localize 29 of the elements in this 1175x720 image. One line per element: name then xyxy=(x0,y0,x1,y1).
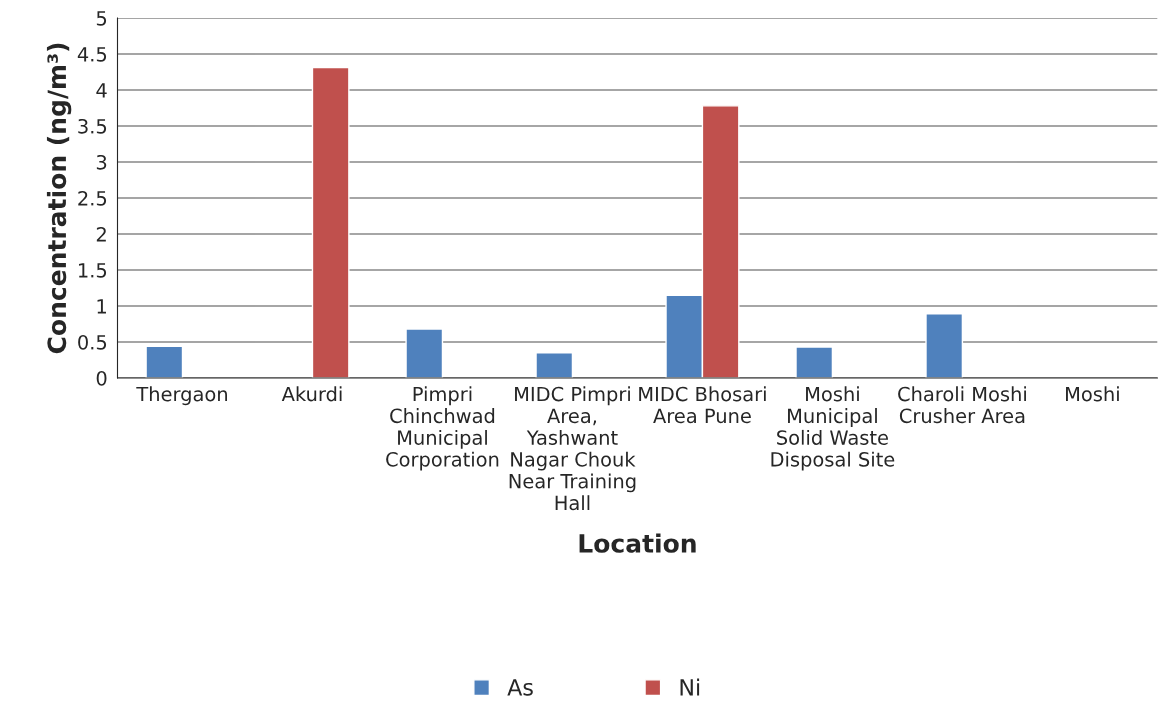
y-tick-label: 5 xyxy=(96,11,107,26)
y-tick-label: 3.5 xyxy=(78,118,107,134)
y-tick-label: 4.5 xyxy=(77,47,107,62)
x-tick-label: Thergaon xyxy=(136,386,227,406)
x-tick-label: Pimpri Chinchwad Municipal Corporation xyxy=(386,386,499,471)
y-tick-label: 0 xyxy=(96,370,107,386)
x-tick-label: Charoli Moshi Crusher Area xyxy=(898,386,1026,424)
bar xyxy=(925,313,964,378)
y-axis-title: Concentration (ng/m³) xyxy=(46,43,72,354)
y-tick-label: 1.5 xyxy=(78,263,107,278)
x-axis-title: Location xyxy=(579,533,696,553)
x-tick-label: Akurdi xyxy=(281,386,342,402)
y-tick-label: 2 xyxy=(96,226,106,242)
x-tick-label: Moshi xyxy=(1066,386,1119,402)
x-tick-label: MIDC Bhosari Area Pune xyxy=(639,386,766,424)
y-tick-label: 0.5 xyxy=(78,334,107,350)
y-tick-label: 2.5 xyxy=(78,190,107,206)
bar xyxy=(795,346,834,378)
bar xyxy=(145,345,184,378)
y-tick-label: 3 xyxy=(96,154,107,170)
y-tick-label: 4 xyxy=(96,83,107,98)
legend-label: Ni xyxy=(680,678,700,696)
legend-label: As xyxy=(507,679,533,696)
bar xyxy=(311,66,350,378)
y-tick-label: 1 xyxy=(97,299,106,314)
bar xyxy=(405,328,444,378)
x-tick-label: MIDC Pimpri Area, Yashwant Nagar Chouk Near Training Hall xyxy=(509,386,636,511)
bar xyxy=(535,352,574,378)
x-tick-label: Moshi Municipal Solid Waste Disposal Site xyxy=(771,386,895,471)
